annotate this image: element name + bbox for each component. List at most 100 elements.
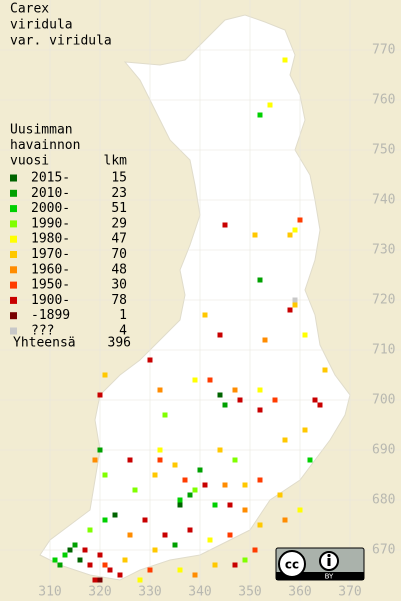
observation-square — [237, 397, 243, 403]
observation-square — [187, 492, 193, 498]
observation-square — [267, 102, 273, 108]
observation-square — [257, 522, 263, 528]
species-title: viridula — [10, 18, 73, 33]
observation-square — [242, 557, 248, 563]
legend-swatch — [10, 312, 17, 320]
observation-square — [92, 457, 98, 463]
observation-square — [242, 507, 248, 513]
legend-count: 30 — [111, 278, 127, 293]
northing-label: 730 — [372, 243, 395, 258]
species-title: var. viridula — [10, 34, 112, 49]
observation-square — [172, 542, 178, 548]
observation-square — [297, 507, 303, 513]
northing-label: 740 — [372, 193, 395, 208]
northing-label: 720 — [372, 293, 395, 308]
observation-square — [87, 562, 93, 568]
observation-square — [302, 427, 308, 433]
legend-year: -1899 — [31, 308, 70, 323]
observation-square — [207, 537, 213, 543]
observation-square — [157, 447, 163, 453]
observation-square — [202, 482, 208, 488]
observation-square — [217, 332, 223, 338]
observation-square — [217, 392, 223, 398]
observation-square — [142, 517, 148, 523]
observation-square — [57, 562, 63, 568]
observation-square — [262, 337, 268, 343]
observation-square — [282, 57, 288, 63]
observation-square — [162, 412, 168, 418]
legend-swatch — [10, 266, 17, 274]
legend-count: 70 — [111, 247, 127, 262]
legend-swatch — [10, 251, 17, 258]
observation-square — [232, 562, 238, 568]
observation-square — [152, 472, 158, 478]
northing-label: 770 — [372, 43, 395, 58]
observation-square — [222, 402, 228, 408]
legend-count: 1 — [119, 308, 127, 323]
observation-square — [197, 467, 203, 473]
observation-square — [277, 492, 283, 498]
easting-label: 320 — [88, 585, 111, 600]
observation-square — [177, 497, 183, 503]
cc-label: cc — [285, 558, 299, 572]
observation-square — [192, 572, 198, 578]
legend-count: 29 — [111, 216, 127, 231]
legend-swatch — [10, 281, 17, 289]
legend-heading: Uusimman — [10, 123, 73, 138]
observation-square — [257, 407, 263, 413]
legend-heading: havainnon — [10, 138, 80, 153]
observation-square — [147, 567, 153, 573]
observation-square — [97, 577, 103, 583]
observation-square — [127, 532, 133, 538]
observation-square — [102, 517, 108, 523]
observation-square — [282, 437, 288, 443]
observation-square — [297, 217, 303, 223]
observation-square — [252, 232, 258, 238]
observation-square — [292, 297, 298, 303]
legend-count: 48 — [111, 262, 127, 277]
observation-square — [232, 387, 238, 393]
observation-square — [227, 532, 233, 538]
easting-label: 310 — [38, 585, 61, 600]
northing-label: 670 — [372, 543, 395, 558]
observation-square — [112, 512, 118, 518]
legend-year: 1970- — [31, 247, 70, 262]
legend-swatch — [10, 235, 17, 243]
legend-count: 78 — [111, 293, 127, 308]
legend-count: 4 — [119, 324, 127, 339]
observation-square — [287, 307, 293, 313]
observation-square — [102, 472, 108, 478]
observation-square — [292, 302, 298, 308]
legend-year: 1980- — [31, 232, 70, 247]
observation-square — [322, 367, 328, 373]
observation-square — [52, 557, 58, 563]
easting-label: 350 — [238, 585, 261, 600]
observation-square — [207, 377, 213, 383]
observation-square — [82, 547, 88, 553]
easting-label: 360 — [288, 585, 311, 600]
observation-square — [182, 477, 188, 483]
legend-year: 2010- — [31, 186, 70, 201]
observation-square — [152, 547, 158, 553]
legend-year: ??? — [31, 324, 54, 339]
observation-square — [222, 482, 228, 488]
observation-square — [177, 502, 183, 508]
observation-square — [192, 487, 198, 493]
legend-year: 1950- — [31, 278, 70, 293]
legend-swatch — [10, 189, 17, 197]
observation-square — [187, 527, 193, 533]
observation-square — [117, 572, 123, 578]
legend-year: 1900- — [31, 293, 70, 308]
observation-square — [252, 547, 258, 553]
legend-count: 23 — [111, 186, 127, 201]
observation-square — [67, 547, 73, 553]
observation-square — [107, 567, 113, 573]
easting-label: 340 — [188, 585, 211, 600]
observation-square — [192, 377, 198, 383]
observation-square — [127, 457, 133, 463]
observation-square — [312, 397, 318, 403]
observation-square — [92, 577, 98, 583]
observation-square — [222, 222, 228, 228]
observation-square — [282, 517, 288, 523]
